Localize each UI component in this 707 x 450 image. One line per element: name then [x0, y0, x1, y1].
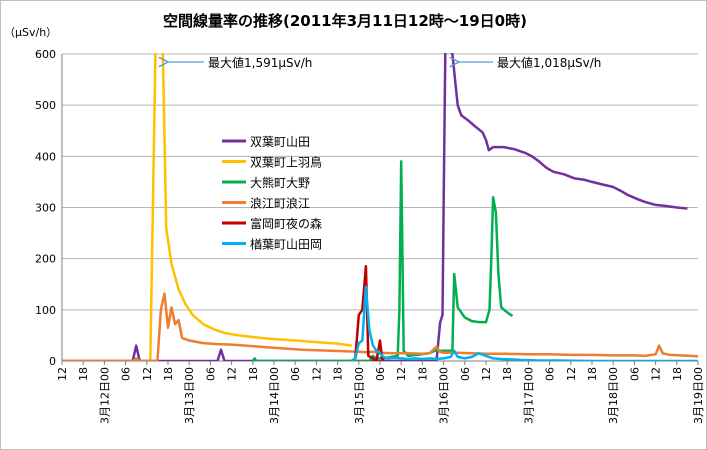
- x-tick-label: 18: [416, 367, 429, 381]
- series-line-1: [149, 53, 352, 361]
- x-tick-label: 12: [56, 367, 69, 381]
- x-tick-label: 06: [628, 367, 641, 381]
- x-tick-label: 12: [650, 367, 663, 381]
- x-tick-label: 18: [247, 367, 260, 381]
- x-tick-label: 3月12日00: [98, 367, 111, 424]
- series-line-3: [62, 292, 698, 361]
- x-tick-label: 06: [374, 367, 387, 381]
- legend-label: 双葉町山田: [250, 135, 310, 149]
- x-tick-label: 3月13日00: [183, 367, 196, 424]
- x-tick-label: 18: [162, 367, 175, 381]
- x-tick-label: 18: [586, 367, 599, 381]
- y-tick-label: 600: [35, 48, 56, 61]
- legend-label: 双葉町上羽鳥: [250, 155, 322, 170]
- x-tick-label: 18: [671, 367, 684, 381]
- x-tick-label: 3月15日00: [353, 367, 366, 424]
- legend-label: 大熊町大野: [250, 175, 310, 190]
- x-tick-label: 06: [289, 367, 302, 381]
- x-tick-label: 3月18日00: [607, 367, 620, 424]
- y-tick-labels: 0 100 200 300 400 500 600: [35, 48, 56, 368]
- y-axis-label: （μSv/h）: [4, 26, 57, 39]
- x-tick-label: 12: [141, 367, 154, 381]
- legend-label: 楢葉町山田岡: [250, 237, 322, 252]
- x-tick-label: 3月14日00: [268, 367, 281, 424]
- x-tick-label: 12: [310, 367, 323, 381]
- x-tick-label: 18: [332, 367, 345, 381]
- x-tick-label: 3月19日00: [692, 367, 705, 424]
- y-tick-label: 100: [35, 304, 56, 317]
- x-tick-label: 12: [565, 367, 578, 381]
- x-tick-label: 12: [395, 367, 408, 381]
- series-lines: [62, 53, 698, 361]
- x-tick-label: 06: [120, 367, 133, 381]
- x-tick-label: 06: [544, 367, 557, 381]
- annotation-label: 最大値1,018μSv/h: [497, 55, 601, 70]
- x-tick-labels: 12 18 3月12日00 06 12 18 3月13日00 06 12 18 3月14日00 06 1…: [56, 367, 705, 424]
- legend-label: 富岡町夜の森: [250, 216, 322, 231]
- y-tick-label: 400: [35, 150, 56, 163]
- x-tick-label: 06: [459, 367, 472, 381]
- y-tick-label: 300: [35, 202, 56, 215]
- y-tick-label: 0: [49, 355, 56, 368]
- y-tick-label: 500: [35, 99, 56, 112]
- x-tick-label: 12: [226, 367, 239, 381]
- annotation-label: 最大値1,591μSv/h: [208, 55, 312, 70]
- x-tick-label: 06: [204, 367, 217, 381]
- y-tick-label: 200: [35, 253, 56, 266]
- x-tick-label: 3月16日00: [438, 367, 451, 424]
- legend-label: 浪江町浪江: [250, 196, 310, 211]
- x-tick-label: 3月17日00: [522, 367, 535, 424]
- x-tick-label: 12: [480, 367, 493, 381]
- x-tick-label: 18: [77, 367, 90, 381]
- series-line-4: [350, 265, 385, 361]
- series-line-5: [350, 285, 698, 361]
- x-tick-label: 18: [501, 367, 514, 381]
- chart-title: 空間線量率の推移(2011年3月11日12時～19日0時): [163, 12, 527, 30]
- annotations: 最大値1,591μSv/h 最大値1,018μSv/h: [167, 55, 601, 70]
- series-line-0: [62, 53, 688, 361]
